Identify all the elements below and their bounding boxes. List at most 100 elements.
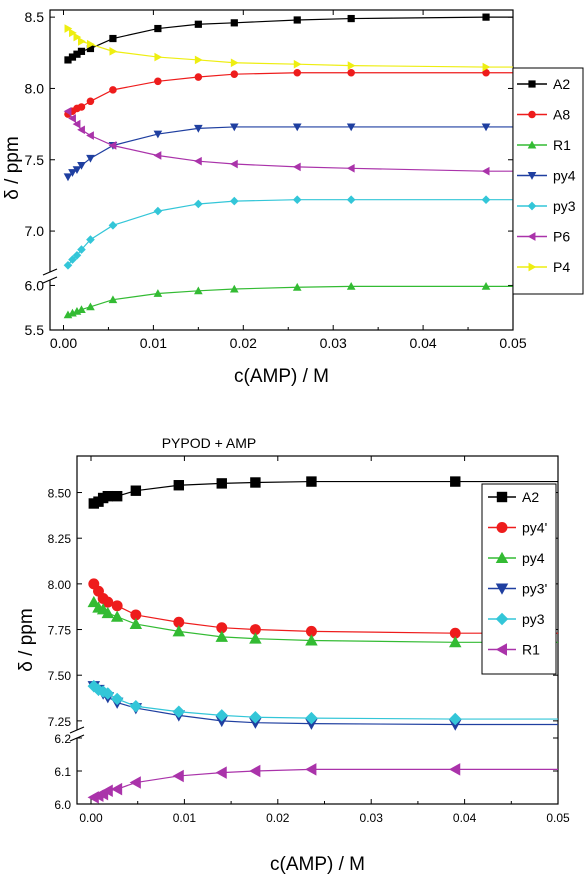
data-point (293, 16, 301, 24)
legend-box (512, 67, 584, 295)
series-a2 (88, 476, 558, 509)
legend-item: py4' (488, 520, 547, 536)
data-point (63, 106, 72, 116)
data-point (77, 47, 86, 55)
data-point (305, 711, 318, 725)
data-point (72, 250, 82, 260)
data-point (77, 103, 86, 111)
data-point (111, 600, 123, 612)
series-py3-prime (87, 681, 558, 731)
series-py3 (87, 679, 558, 726)
data-point (129, 617, 143, 630)
axis-break-mark (42, 276, 58, 284)
x-tick-label: 0.04 (453, 811, 477, 825)
data-point (229, 284, 239, 293)
data-point (249, 764, 261, 778)
x-tick-label: 0.05 (499, 335, 526, 351)
x-axis-label: c(AMP) / M (270, 854, 365, 875)
data-point (130, 485, 142, 496)
x-tick-label: 0.05 (546, 811, 570, 825)
data-point (249, 632, 262, 644)
series-py3 (63, 195, 513, 270)
data-point (111, 490, 123, 502)
legend-label: py3 (553, 198, 576, 214)
data-point (77, 125, 85, 135)
data-point (173, 480, 185, 491)
data-point (110, 692, 124, 706)
axis-break-gap (71, 730, 83, 738)
data-point (305, 625, 317, 637)
y-tick-label: 6.0 (25, 277, 45, 293)
data-point (292, 195, 302, 205)
legend-label: py4 (553, 168, 576, 184)
data-point (481, 195, 491, 205)
data-point (230, 19, 238, 27)
data-point (194, 199, 203, 209)
x-axis: 0.00 0.01 0.02 0.03 0.04 0.05 (79, 456, 570, 825)
x-tick-label: 0.00 (50, 335, 77, 351)
legend-label: R1 (522, 642, 540, 658)
x-tick-label: 0.03 (320, 335, 347, 351)
legend-label: A8 (553, 107, 570, 123)
legend-marker (527, 201, 537, 211)
legend-marker (528, 80, 536, 88)
data-point (250, 477, 261, 488)
legend-label: A2 (553, 76, 570, 92)
data-point (86, 302, 95, 311)
data-point (292, 282, 302, 291)
chart-lower: 0.00 0.01 0.02 0.03 0.04 0.05 6.0 6.1 6.2 7.25 7.5… (16, 435, 570, 875)
data-point (216, 478, 227, 489)
x-tick-label: 0.02 (266, 811, 290, 825)
legend-marker (495, 551, 509, 563)
data-point (109, 47, 118, 56)
data-point (230, 58, 239, 68)
series-py4-prime (88, 578, 558, 639)
data-point (346, 163, 355, 173)
data-point (130, 609, 142, 621)
data-point (292, 162, 301, 172)
data-point (72, 166, 82, 175)
series-py4 (63, 123, 513, 182)
data-point (450, 476, 461, 487)
data-point (68, 114, 76, 123)
data-point (86, 97, 95, 106)
series-a8 (64, 68, 513, 118)
y-axis: 5.5 6.0 7.0 7.5 8.0 8.5 (25, 9, 513, 338)
series-py4 (87, 595, 558, 648)
legend-item: A2 (488, 489, 539, 505)
y-tick-label: 8.5 (25, 9, 45, 25)
y-tick-label: 8.0 (25, 80, 45, 96)
legend-marker (495, 643, 507, 656)
data-point (68, 255, 77, 264)
data-point (346, 282, 356, 290)
data-point (153, 206, 163, 216)
y-tick-label: 8.00 (48, 578, 72, 592)
data-point (77, 245, 86, 254)
series-line (67, 72, 513, 115)
data-point (481, 123, 491, 132)
data-point (86, 154, 95, 163)
legend: A2 py4' py4 py3' py3 R1 (481, 483, 557, 675)
data-point (194, 286, 203, 295)
data-point (449, 712, 462, 726)
data-point (481, 166, 490, 176)
data-point (64, 24, 73, 33)
y-tick-label: 8.25 (48, 532, 72, 546)
data-point (129, 700, 143, 713)
y-axis-label: δ / ppm (16, 608, 37, 671)
legend-marker (528, 110, 536, 119)
y-tick-label: 6.1 (54, 765, 71, 779)
data-point (230, 70, 239, 78)
data-point (77, 305, 86, 313)
legend-label: P6 (553, 229, 570, 245)
data-point (101, 606, 115, 619)
legend-item: P6 (517, 229, 570, 245)
series-r1 (87, 763, 558, 804)
x-tick-label: 0.00 (79, 811, 103, 825)
data-point (194, 73, 203, 81)
data-point (110, 610, 124, 622)
data-point (306, 476, 317, 487)
data-point (347, 14, 355, 23)
data-point (101, 784, 113, 798)
x-axis: 0.00 0.01 0.02 0.03 0.04 0.05 (50, 10, 527, 351)
